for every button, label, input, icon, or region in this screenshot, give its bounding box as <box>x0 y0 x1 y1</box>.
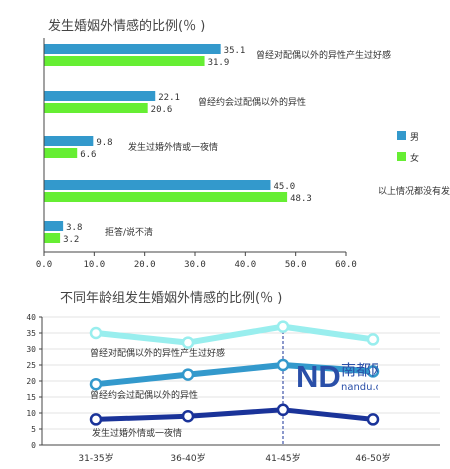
series-0-point-3 <box>366 333 380 346</box>
y-tick-label-1: 5 <box>31 425 36 434</box>
series-line-2 <box>95 407 374 422</box>
legend-swatch-female <box>397 152 406 161</box>
series-line-1 <box>95 362 374 388</box>
bar-chart-extramarital-proportion: 发生婚姻外情感的比例(％ ) 35.1 31.9 曾经对配偶以外的异性产生过好感 22… <box>36 18 450 270</box>
series-0-point-2 <box>276 320 290 333</box>
legend-label-female: 女 <box>410 152 419 164</box>
legend-label-male: 男 <box>410 132 419 143</box>
bar-value-label-male-4: 3.8 <box>66 223 82 233</box>
bar-male-3 <box>44 180 271 190</box>
category-label-4: 拒答/说不清 <box>105 226 153 238</box>
category-label-2: 发生过婚外情或一夜情 <box>128 141 218 153</box>
bar-male-0 <box>44 44 221 54</box>
watermark-nd-mark: ND <box>296 359 341 394</box>
x-category-label-2: 41-45岁 <box>265 452 300 464</box>
series-label-2: 发生过婚外情或一夜情 <box>92 427 182 439</box>
watermark-url: nandu.com <box>341 382 378 393</box>
bar-female-3 <box>44 192 288 202</box>
bar-female-0 <box>44 56 205 66</box>
x-category-label-1: 36-40岁 <box>170 452 205 464</box>
bar-value-label-female-3: 48.3 <box>290 194 312 204</box>
y-tick-label-5: 25 <box>26 361 36 370</box>
x-tick-label-0: 0.0 <box>36 260 52 270</box>
category-label-1: 曾经约会过配偶以外的异性 <box>198 96 306 108</box>
bar-male-1 <box>44 91 156 101</box>
bar-value-label-female-2: 6.6 <box>80 150 96 160</box>
bar-value-label-female-1: 20.6 <box>151 105 173 115</box>
y-tick-label-0: 0 <box>31 441 36 450</box>
x-tick-label-2: 20.0 <box>134 260 156 270</box>
series-2-point-0 <box>89 413 103 426</box>
bar-female-2 <box>44 148 78 158</box>
series-1-point-0 <box>89 377 103 391</box>
bar-male-2 <box>44 136 94 146</box>
x-tick-label-6: 60.0 <box>335 260 357 270</box>
series-0-point-0 <box>89 326 103 340</box>
bar-value-label-male-1: 22.1 <box>158 93 180 103</box>
bar-female-1 <box>44 103 148 113</box>
series-0-point-1 <box>181 336 195 349</box>
bar-male-4 <box>44 221 64 231</box>
y-tick-label-8: 40 <box>26 313 36 322</box>
y-tick-label-2: 10 <box>26 409 36 418</box>
bar-value-label-male-3: 45.0 <box>274 182 296 192</box>
series-1-point-2 <box>276 358 290 372</box>
series-1-point-3 <box>366 365 380 378</box>
bar-chart-title: 发生婚姻外情感的比例(％ ) <box>48 18 205 34</box>
bar-value-label-female-0: 31.9 <box>208 58 230 68</box>
series-label-1: 曾经约会过配偶以外的异性 <box>90 389 198 401</box>
bar-value-label-male-0: 35.1 <box>224 46 246 56</box>
x-category-label-3: 46-50岁 <box>355 452 390 464</box>
y-tick-label-4: 20 <box>26 377 36 386</box>
x-tick-label-4: 40.0 <box>234 260 256 270</box>
category-label-3: 以上情况都没有发生过 <box>378 185 450 197</box>
x-tick-label-3: 30.0 <box>184 260 206 270</box>
category-label-0: 曾经对配偶以外的异性产生过好感 <box>256 49 391 61</box>
y-tick-label-7: 35 <box>26 329 36 338</box>
bar-value-label-male-2: 9.8 <box>96 138 112 148</box>
series-1-point-1 <box>181 368 195 381</box>
x-category-label-0: 31-35岁 <box>78 452 113 464</box>
x-tick-label-5: 50.0 <box>285 260 307 270</box>
series-2-point-2 <box>276 403 290 417</box>
series-label-0: 曾经对配偶以外的异性产生过好感 <box>90 347 225 359</box>
y-tick-label-6: 30 <box>26 345 36 354</box>
series-line-0 <box>95 323 374 346</box>
line-chart-title: 不同年龄组发生婚姻外情感的比例(％ ) <box>60 290 282 306</box>
bar-value-label-female-4: 3.2 <box>63 235 79 245</box>
x-tick-label-1: 10.0 <box>83 260 105 270</box>
series-2-point-3 <box>366 413 380 426</box>
line-chart-by-age-group: 不同年龄组发生婚姻外情感的比例(％ ) 曾经对配偶以外的异性产生过好感曾经约会过… <box>26 290 440 464</box>
bar-female-4 <box>44 233 61 243</box>
y-tick-label-3: 15 <box>26 393 36 402</box>
legend-swatch-male <box>397 131 406 140</box>
nandu-watermark-logo: ND 南都网 nandu.com <box>296 359 378 394</box>
series-2-point-1 <box>181 409 195 423</box>
watermark-brand: 南都网 <box>341 361 378 379</box>
